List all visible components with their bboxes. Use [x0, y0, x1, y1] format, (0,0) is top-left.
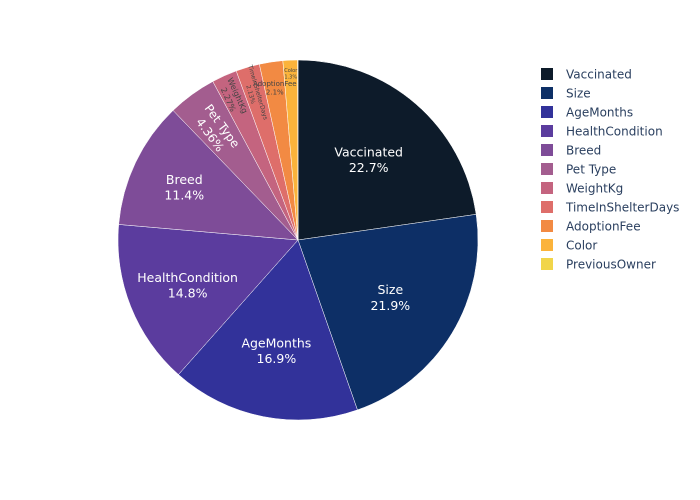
slice-label-name: Color [284, 68, 298, 74]
legend-label: WeightKg [566, 182, 623, 196]
legend-label: Color [566, 239, 597, 253]
legend-item[interactable]: PreviousOwner [541, 258, 656, 272]
legend-label: TimeInShelterDays [565, 201, 679, 215]
legend-swatch [541, 87, 553, 99]
slice-label-name: AdoptionFee [253, 80, 297, 88]
legend-label: PreviousOwner [566, 258, 656, 272]
pie-slice-agemonths[interactable] [178, 239, 358, 421]
slice-label-percent: 16.9% [257, 351, 297, 366]
legend-label: Breed [566, 144, 601, 158]
slice-label-percent: 1.3% [284, 74, 297, 80]
pie-slices [117, 59, 479, 421]
slice-label-percent: 14.8% [168, 286, 208, 301]
legend-item[interactable]: Vaccinated [541, 68, 632, 82]
legend-item[interactable]: AdoptionFee [541, 220, 641, 234]
pie-slice-size[interactable] [297, 214, 479, 411]
legend-item[interactable]: Size [541, 87, 591, 101]
legend-label: HealthCondition [566, 125, 663, 139]
legend-swatch [541, 258, 553, 270]
legend-swatch [541, 163, 553, 175]
legend-swatch [541, 220, 553, 232]
legend-item[interactable]: Color [541, 239, 597, 253]
legend-item[interactable]: Pet Type [541, 163, 616, 177]
legend-swatch [541, 239, 553, 251]
legend-swatch [541, 125, 553, 137]
slice-label-percent: 22.7% [349, 160, 389, 175]
slice-label-name: HealthCondition [137, 270, 238, 285]
legend-item[interactable]: WeightKg [541, 182, 623, 196]
legend-label: AgeMonths [566, 106, 633, 120]
legend-swatch [541, 68, 553, 80]
legend-item[interactable]: HealthCondition [541, 125, 663, 139]
slice-label-name: AgeMonths [241, 336, 311, 351]
legend-label: Vaccinated [566, 68, 632, 82]
slice-label-percent: 2.1% [266, 89, 284, 97]
legend-item[interactable]: AgeMonths [541, 106, 633, 120]
legend[interactable]: Vaccinated Size AgeMonths HealthCondition Br… [541, 68, 679, 272]
legend-swatch [541, 201, 553, 213]
legend-item[interactable]: TimeInShelterDays [541, 201, 679, 215]
slice-label-percent: 11.4% [164, 188, 204, 203]
legend-label: Pet Type [566, 163, 616, 177]
legend-swatch [541, 106, 553, 118]
slice-label-name: Size [377, 282, 403, 297]
legend-item[interactable]: Breed [541, 144, 601, 158]
legend-label: Size [566, 87, 591, 101]
legend-label: AdoptionFee [566, 220, 641, 234]
legend-swatch [541, 144, 553, 156]
legend-swatch [541, 182, 553, 194]
pie-slice-healthcondition[interactable] [117, 224, 299, 375]
slice-label-name: Breed [166, 172, 203, 187]
pie-slice-vaccinated[interactable] [297, 59, 477, 241]
pie-slice-breed[interactable] [118, 110, 299, 241]
slice-label-name: Vaccinated [334, 144, 403, 159]
slice-label-percent: 21.9% [370, 298, 410, 313]
